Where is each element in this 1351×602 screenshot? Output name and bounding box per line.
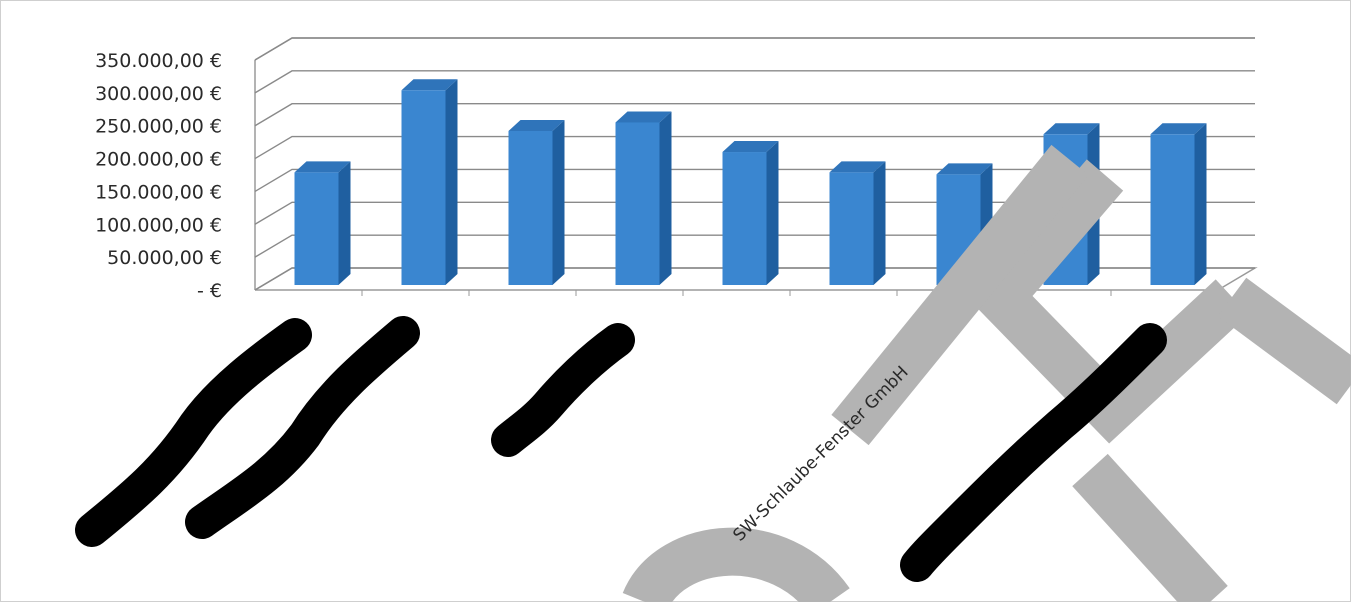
y-tick-label: 100.000,00 € [95, 214, 222, 236]
bar-top [615, 111, 672, 123]
bar-front [1150, 134, 1195, 285]
watermark-edge [1217, 277, 1351, 405]
watermark-diagonal [831, 144, 1089, 446]
bar-side [766, 141, 779, 285]
gridline [254, 201, 1255, 225]
gridline [254, 70, 1255, 94]
bar-top [294, 161, 351, 173]
y-tick-label: 300.000,00 € [95, 83, 222, 105]
watermark [622, 144, 1351, 602]
bar-top [829, 161, 886, 173]
bar-top [401, 79, 458, 91]
gridline [254, 135, 1255, 160]
bar [1150, 123, 1207, 286]
watermark-arc [622, 527, 850, 602]
bar-side [1194, 123, 1207, 286]
bars [294, 79, 1207, 286]
bar-side [659, 111, 672, 285]
bar-side [873, 161, 886, 285]
watermark-lower-arm [1072, 453, 1228, 602]
bar-top [722, 141, 779, 153]
bar [722, 141, 779, 285]
bar-front [401, 90, 446, 285]
gridline [254, 267, 1255, 291]
redaction-stroke-3 [491, 323, 635, 457]
bar-front [508, 131, 553, 285]
watermark-chevron [967, 159, 1249, 444]
y-tick-label: 50.000,00 € [107, 247, 222, 269]
bar-front [722, 152, 767, 285]
y-tick-label: 200.000,00 € [95, 149, 222, 171]
bar [508, 120, 565, 285]
bar-top [508, 120, 565, 131]
gridline [254, 37, 1255, 61]
gridline [254, 103, 1255, 127]
redaction-stroke-4 [900, 323, 1167, 582]
bar-front [294, 172, 339, 285]
y-tick-label: 250.000,00 € [95, 116, 222, 138]
bar [401, 79, 458, 285]
bar [615, 111, 672, 285]
y-axis-tick-labels: - € 50.000,00 € 100.000,00 € 150.000,00 € 20… [95, 50, 222, 302]
bar-front [615, 122, 660, 285]
bar-front [829, 172, 874, 285]
redaction-stroke-1 [75, 318, 312, 547]
bar-top [1150, 123, 1207, 135]
bar-side [338, 161, 351, 285]
bar [294, 161, 351, 285]
bar [829, 161, 886, 285]
bar-side [445, 79, 458, 285]
bar-top [1043, 123, 1100, 135]
y-tick-label: 150.000,00 € [95, 181, 222, 203]
bar-side [552, 120, 565, 285]
gridline [254, 234, 1255, 258]
y-tick-label: 350.000,00 € [95, 50, 222, 72]
gridline [254, 168, 1255, 193]
bar-top [936, 163, 993, 175]
redactions [75, 316, 1167, 582]
y-tick-label: - € [197, 280, 222, 302]
redaction-stroke-2 [185, 316, 420, 539]
gridlines [254, 37, 1255, 296]
